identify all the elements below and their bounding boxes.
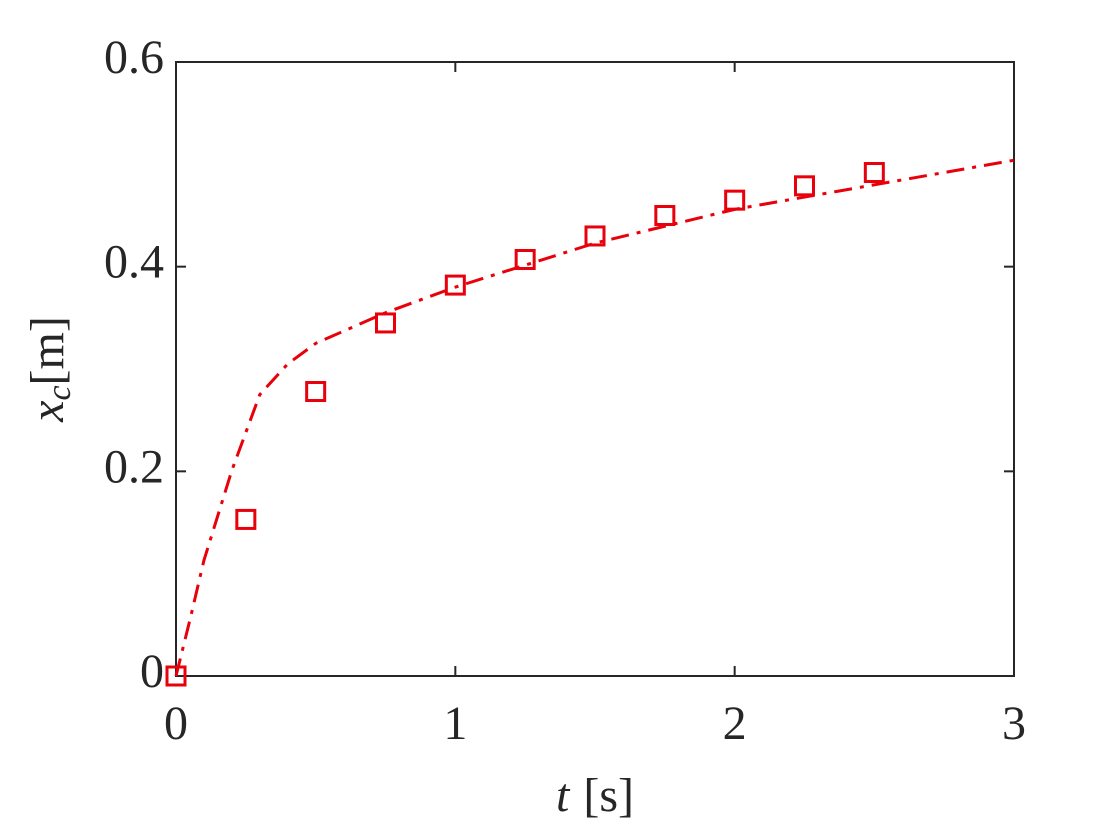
plot-frame (175, 61, 1015, 677)
data-marker (165, 665, 187, 687)
y-label-symbol: x (21, 401, 74, 423)
y-tick-label: 0.6 (104, 31, 164, 84)
y-label-unit: [m] (21, 316, 74, 385)
y-tick-label: 0.2 (104, 440, 164, 493)
data-line (174, 158, 1015, 677)
data-marker (305, 381, 327, 403)
data-marker (514, 249, 536, 271)
data-marker (444, 274, 466, 296)
x-tick-label: 3 (1002, 697, 1026, 750)
x-axis-label: t [s] (556, 769, 634, 822)
data-marker (794, 175, 815, 197)
data-marker (654, 205, 676, 226)
x-label-symbol: t (556, 769, 571, 822)
data-marker (863, 162, 885, 184)
x-tick-label: 1 (443, 697, 467, 750)
x-tick-label: 2 (723, 697, 747, 750)
data-marker (235, 508, 257, 530)
y-label-subscript: c (41, 385, 78, 400)
y-tick-label: 0.4 (104, 236, 164, 289)
x-tick-label: 0 (164, 697, 188, 750)
x-label-unit: [s] (583, 769, 634, 822)
y-tick-label: 0 (140, 645, 164, 698)
y-axis-label: xc[m] (21, 316, 78, 423)
data-marker (584, 225, 606, 247)
